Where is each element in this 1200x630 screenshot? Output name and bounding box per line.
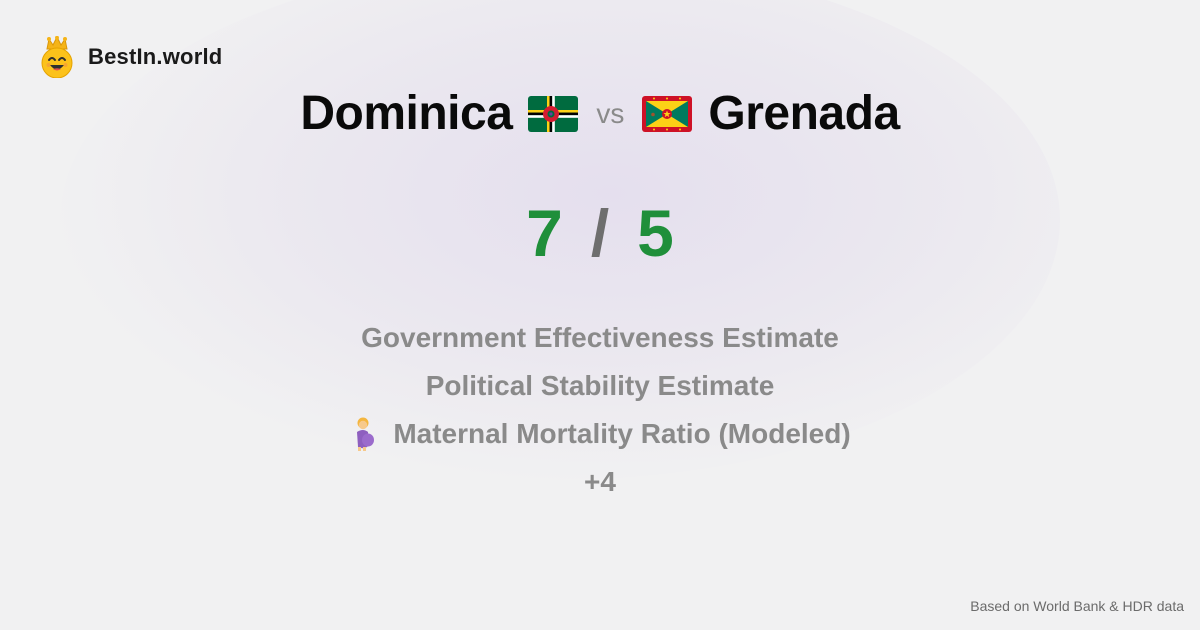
crowned-smiley-icon	[41, 36, 73, 78]
comparison-title: Dominica vs Grenada	[0, 86, 1200, 141]
score-a: 7	[526, 196, 563, 270]
more-count-label: +4	[584, 466, 616, 497]
criteria-list: Government Effectiveness Estimate Politi…	[0, 314, 1200, 506]
more-criteria-count[interactable]: +4	[584, 458, 616, 506]
score-b: 5	[637, 196, 674, 270]
brand[interactable]: BestIn.world	[38, 36, 222, 78]
score: 7 / 5	[0, 195, 1200, 271]
criterion-item: Maternal Mortality Ratio (Modeled)	[349, 410, 851, 458]
score-separator: /	[590, 196, 610, 270]
country-b-name[interactable]: Grenada	[708, 87, 900, 140]
criterion-label: Government Effectiveness Estimate	[361, 322, 839, 353]
brand-name: BestIn.world	[88, 44, 223, 69]
country-a-name[interactable]: Dominica	[300, 87, 513, 140]
grenada-flag-icon	[642, 95, 693, 132]
pregnant-woman-icon	[357, 417, 375, 451]
vs-label: vs	[596, 97, 625, 129]
criterion-item: Political Stability Estimate	[426, 362, 775, 410]
dominica-flag-icon	[528, 95, 579, 132]
data-source-note: Based on World Bank & HDR data	[970, 598, 1184, 614]
criterion-label: Political Stability Estimate	[425, 370, 775, 401]
criterion-label: Maternal Mortality Ratio (Modeled)	[393, 418, 851, 449]
criterion-item: Government Effectiveness Estimate	[361, 314, 839, 362]
